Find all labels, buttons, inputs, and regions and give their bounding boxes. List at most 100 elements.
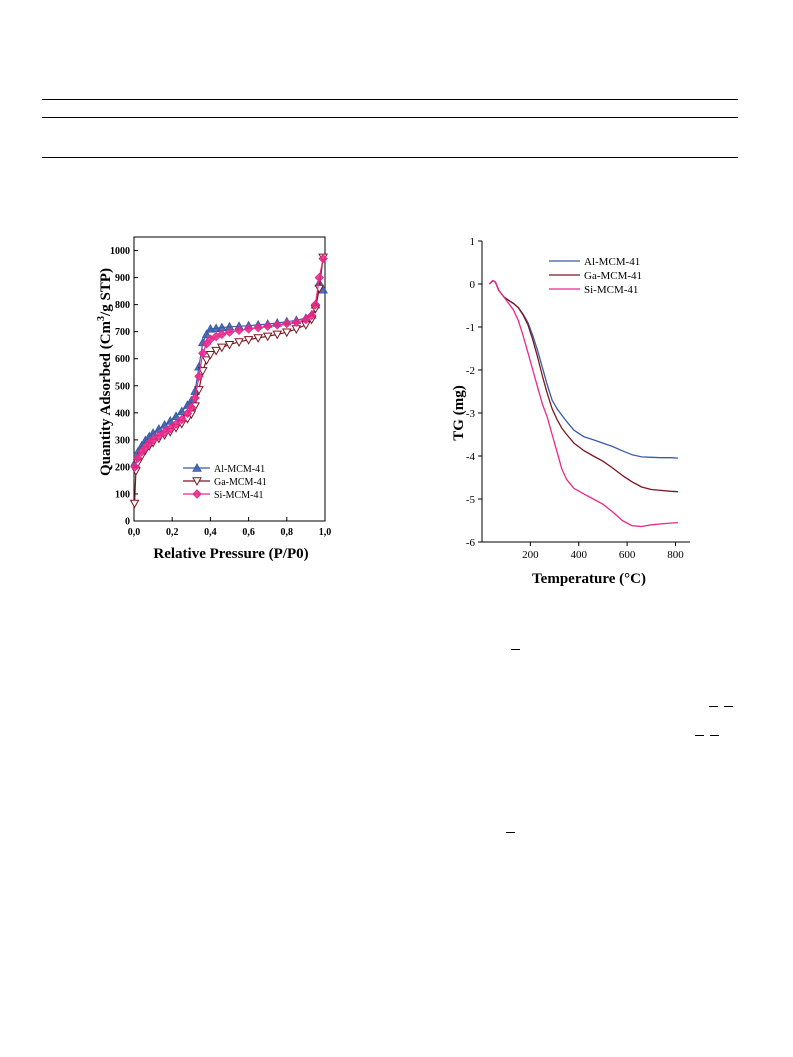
- isotherm-point-si-mcm-41: [234, 325, 244, 336]
- text-dash-5: [710, 735, 719, 736]
- isotherm-x-tick-label: 1,0: [319, 527, 332, 538]
- isotherm-legend-marker-si-mcm-41: [192, 489, 202, 499]
- tg-y-tick-label: -3: [466, 408, 476, 420]
- isotherm-x-tick-label: 0,8: [281, 527, 294, 538]
- isotherm-y-tick-label: 600: [115, 354, 130, 365]
- tg-x-axis-label: Temperature (°C): [532, 571, 646, 587]
- tg-x-tick-label: 600: [619, 549, 636, 561]
- header-rule-middle: [42, 117, 738, 118]
- isotherm-point-ga-mcm-41: [253, 334, 263, 343]
- isotherm-point-si-mcm-41: [291, 317, 302, 327]
- text-dash-6: [506, 832, 515, 833]
- tg-y-tick-label: -4: [466, 451, 476, 463]
- isotherm-point-si-mcm-41: [133, 453, 143, 463]
- isotherm-point-si-mcm-41: [262, 321, 273, 331]
- isotherm-point-si-mcm-41: [310, 299, 321, 310]
- tg-line-ga-mcm-41: [488, 279, 678, 493]
- isotherm-point-si-mcm-41: [165, 423, 175, 434]
- isotherm-x-tick-label: 0,2: [166, 527, 179, 538]
- isotherm-point-ga-mcm-41: [217, 343, 227, 353]
- tg-y-tick-label: -5: [466, 494, 476, 506]
- header-rule-top: [42, 99, 738, 100]
- tg-y-tick-label: 0: [470, 279, 476, 291]
- isotherm-point-si-mcm-41: [253, 322, 263, 333]
- tg-x-tick-label: 800: [667, 549, 684, 561]
- tg-chart: 200 400 600 800 1 0 -1 -2 -3 -4 -5 -6 Temperature (…: [451, 236, 690, 587]
- isotherm-point-si-mcm-41: [171, 419, 181, 429]
- isotherm-point-al-mcm-41: [201, 329, 212, 339]
- tg-y-tick-label: -2: [466, 365, 475, 377]
- isotherm-point-si-mcm-41: [194, 371, 204, 382]
- isotherm-series-si-mcm-41: [130, 253, 328, 472]
- isotherm-x-axis-label: Relative Pressure (P/P0): [153, 546, 308, 562]
- text-dash-1: [511, 649, 520, 650]
- tg-x-tick-label: 200: [522, 549, 539, 561]
- isotherm-point-si-mcm-41: [282, 318, 292, 329]
- isotherm-point-ga-mcm-41: [281, 328, 292, 338]
- isotherm-point-ga-mcm-41: [272, 330, 283, 340]
- tg-legend-label-ga-mcm-41: Ga-MCM-41: [584, 270, 642, 282]
- isotherm-point-si-mcm-41: [306, 310, 317, 321]
- text-dash-3: [724, 706, 733, 707]
- isotherm-y-tick-label: 300: [115, 435, 130, 446]
- tg-x-tick-label: 400: [570, 549, 587, 561]
- isotherm-point-si-mcm-41: [198, 348, 208, 359]
- isotherm-point-si-mcm-41: [159, 427, 170, 437]
- isotherm-point-ga-mcm-41: [234, 338, 244, 347]
- isotherm-plot-frame: [133, 236, 326, 522]
- text-dash-4: [695, 735, 704, 736]
- isotherm-point-ga-mcm-41: [205, 350, 216, 360]
- isotherm-y-tick-label: 900: [115, 273, 130, 284]
- tg-line-si-mcm-41: [488, 279, 678, 528]
- isotherm-y-tick-label: 1000: [110, 246, 130, 257]
- isotherm-point-si-mcm-41: [182, 408, 193, 419]
- isotherm-point-si-mcm-41: [154, 431, 164, 441]
- isotherm-point-ga-mcm-41: [243, 336, 254, 345]
- tg-legend-label-al-mcm-41: Al-MCM-41: [584, 256, 640, 268]
- isotherm-point-ga-mcm-41: [262, 332, 273, 342]
- isotherm-x-tick-label: 0,0: [128, 527, 141, 538]
- isotherm-point-si-mcm-41: [243, 324, 254, 334]
- isotherm-point-si-mcm-41: [148, 435, 158, 445]
- isotherm-y-tick-label: 0: [125, 517, 130, 528]
- isotherm-point-si-mcm-41: [224, 327, 235, 337]
- isotherm-point-ga-mcm-41: [197, 367, 208, 376]
- isotherm-y-tick-label: 700: [115, 327, 130, 338]
- header-rule-bottom: [42, 157, 738, 158]
- tg-y-tick-label: 1: [470, 236, 476, 248]
- isotherm-point-ga-mcm-41: [211, 346, 221, 356]
- isotherm-point-si-mcm-41: [177, 414, 187, 425]
- isotherm-y-tick-label: 200: [115, 462, 130, 473]
- isotherm-y-tick-label: 800: [115, 300, 130, 311]
- isotherm-legend-label-si-mcm-41: Si-MCM-41: [214, 490, 263, 501]
- isotherm-point-si-mcm-41: [190, 393, 200, 403]
- text-dash-2: [709, 706, 718, 707]
- isotherm-y-tick-label: 100: [115, 489, 130, 500]
- isotherm-x-tick-label: 0,6: [242, 527, 255, 538]
- isotherm-y-tick-label: 500: [115, 381, 130, 392]
- isotherm-x-tick-label: 0,4: [204, 527, 217, 538]
- isotherm-point-si-mcm-41: [272, 320, 282, 330]
- isotherm-point-si-mcm-41: [318, 253, 328, 264]
- isotherm-point-si-mcm-41: [314, 272, 324, 283]
- tg-legend: Al-MCM-41 Ga-MCM-41 Si-MCM-41: [549, 256, 642, 296]
- isotherm-point-si-mcm-41: [186, 402, 197, 413]
- isotherm-legend-marker-al-mcm-41: [192, 462, 202, 472]
- isotherm-legend-label-al-mcm-41: Al-MCM-41: [214, 464, 265, 475]
- isotherm-y-axis-label: Quantity Adsorbed (Cm3/g STP): [96, 268, 114, 476]
- isotherm-legend-marker-ga-mcm-41: [192, 477, 202, 487]
- isotherm-point-si-mcm-41: [301, 314, 311, 325]
- isotherm-y-tick-label: 400: [115, 408, 130, 419]
- tg-y-axis-label: TG (mg): [451, 385, 467, 440]
- isotherm-chart: 0,0 0,2 0,4 0,6 0,8 1,0 0 100 200 300 400 500 600 700…: [96, 236, 332, 562]
- tg-y-tick-label: -1: [466, 322, 475, 334]
- isotherm-point-ga-mcm-41: [129, 499, 140, 509]
- tg-y-tick-label: -6: [466, 537, 476, 549]
- isotherm-point-si-mcm-41: [217, 329, 227, 340]
- isotherm-point-ga-mcm-41: [201, 356, 212, 366]
- isotherm-legend: Al-MCM-41 Ga-MCM-41 Si-MCM-41: [183, 462, 267, 501]
- isotherm-point-ga-mcm-41: [224, 340, 235, 350]
- tg-legend-label-si-mcm-41: Si-MCM-41: [584, 284, 638, 296]
- isotherm-legend-label-ga-mcm-41: Ga-MCM-41: [214, 477, 267, 488]
- isotherm-point-si-mcm-41: [130, 462, 140, 472]
